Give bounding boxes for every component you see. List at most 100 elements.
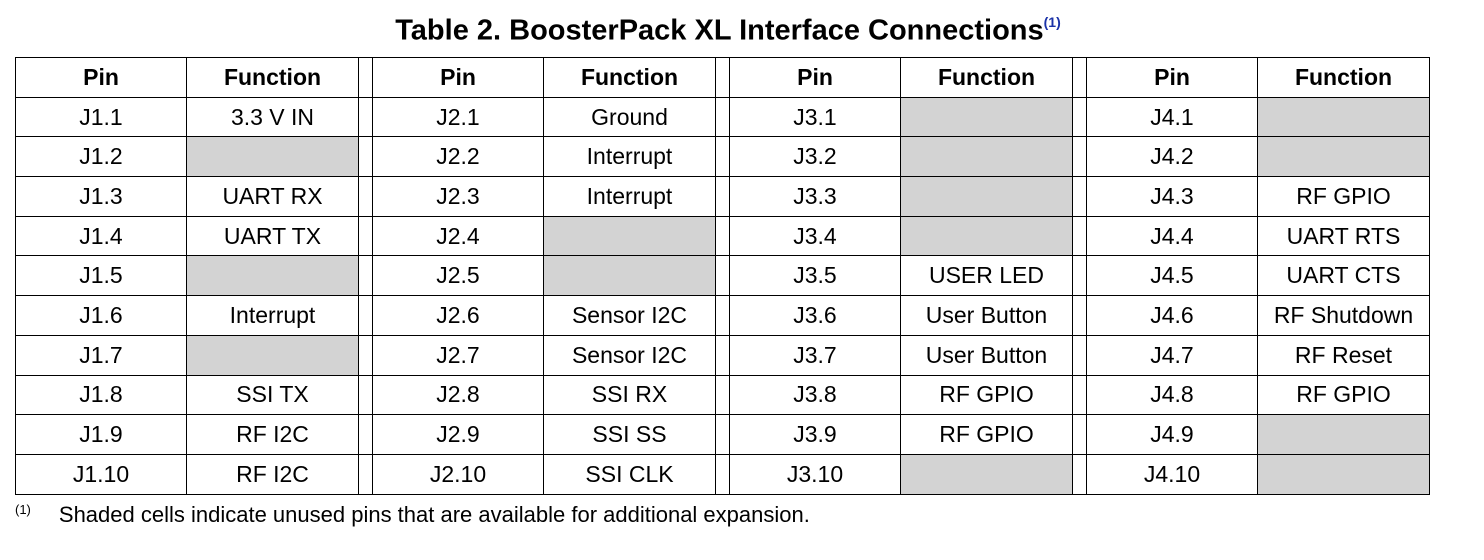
pin-cell: J1.7 xyxy=(15,334,187,376)
pin-header: Pin xyxy=(729,57,901,98)
unused-function-cell xyxy=(900,215,1073,257)
pin-header: Pin xyxy=(372,57,544,98)
unused-function-cell xyxy=(900,453,1073,495)
column-separator xyxy=(1072,96,1087,138)
unused-function-cell xyxy=(186,334,359,376)
column-separator xyxy=(358,414,373,455)
pin-cell: J4.8 xyxy=(1086,374,1258,416)
pin-cell: J1.4 xyxy=(15,215,187,257)
function-header: Function xyxy=(186,57,359,98)
column-separator xyxy=(358,295,373,336)
title-footnote-link[interactable]: (1) xyxy=(1043,14,1061,30)
function-cell: RF Reset xyxy=(1257,334,1430,376)
function-cell: SSI RX xyxy=(543,374,716,416)
pin-cell: J4.4 xyxy=(1086,215,1258,257)
footnote-text: Shaded cells indicate unused pins that a… xyxy=(58,502,810,527)
pin-cell: J2.5 xyxy=(372,255,544,297)
pin-cell: J4.6 xyxy=(1086,295,1258,336)
table-row: J1.8 SSI TX J2.8 SSI RX J3.8 RF GPIO J4.8 RF GP… xyxy=(15,374,1430,416)
column-separator xyxy=(1072,334,1087,376)
pin-cell: J3.9 xyxy=(729,414,901,455)
function-cell: RF GPIO xyxy=(1257,374,1430,416)
column-separator xyxy=(358,136,373,178)
unused-function-cell xyxy=(1257,136,1430,178)
pin-cell: J1.9 xyxy=(15,414,187,455)
column-separator xyxy=(358,96,373,138)
pin-cell: J3.10 xyxy=(729,453,901,495)
function-cell: RF Shutdown xyxy=(1257,295,1430,336)
pin-cell: J4.9 xyxy=(1086,414,1258,455)
pin-cell: J3.3 xyxy=(729,176,901,217)
unused-function-cell xyxy=(900,176,1073,217)
function-header: Function xyxy=(543,57,716,98)
column-separator xyxy=(358,57,373,98)
table-row: J1.1 3.3 V IN J2.1 Ground J3.1 J4.1 xyxy=(15,96,1430,138)
function-cell: Interrupt xyxy=(543,176,716,217)
function-cell: UART RTS xyxy=(1257,215,1430,257)
function-cell: USER LED xyxy=(900,255,1073,297)
column-separator xyxy=(358,215,373,257)
unused-function-cell xyxy=(543,255,716,297)
function-cell: Interrupt xyxy=(186,295,359,336)
table-row: J1.5 J2.5 J3.5 USER LED J4.5 UART CTS xyxy=(15,255,1430,297)
column-separator xyxy=(715,334,730,376)
table-row: J1.7 J2.7 Sensor I2C J3.7 User Button J4.7 RF … xyxy=(15,334,1430,376)
unused-function-cell xyxy=(186,136,359,178)
pin-cell: J2.4 xyxy=(372,215,544,257)
pin-cell: J1.8 xyxy=(15,374,187,416)
function-cell: 3.3 V IN xyxy=(186,96,359,138)
pin-cell: J2.8 xyxy=(372,374,544,416)
unused-function-cell xyxy=(543,215,716,257)
function-cell: Interrupt xyxy=(543,136,716,178)
function-cell: Sensor I2C xyxy=(543,334,716,376)
table-row: J1.10 RF I2C J2.10 SSI CLK J3.10 J4.10 xyxy=(15,453,1430,495)
column-separator xyxy=(715,255,730,297)
unused-function-cell xyxy=(900,136,1073,178)
function-cell: UART TX xyxy=(186,215,359,257)
interface-connections-table: Pin Function Pin Function Pin Function Pin Func… xyxy=(15,57,1430,495)
function-header: Function xyxy=(1257,57,1430,98)
function-cell: RF I2C xyxy=(186,453,359,495)
pin-cell: J1.6 xyxy=(15,295,187,336)
footnote-mark: (1) xyxy=(15,502,31,517)
pin-cell: J1.1 xyxy=(15,96,187,138)
column-separator xyxy=(715,96,730,138)
column-separator xyxy=(715,374,730,416)
function-cell: RF I2C xyxy=(186,414,359,455)
pin-cell: J2.3 xyxy=(372,176,544,217)
column-separator xyxy=(1072,295,1087,336)
column-separator xyxy=(715,295,730,336)
pin-cell: J2.2 xyxy=(372,136,544,178)
column-separator xyxy=(1072,453,1087,495)
pin-cell: J4.2 xyxy=(1086,136,1258,178)
table-row: J1.9 RF I2C J2.9 SSI SS J3.9 RF GPIO J4.9 xyxy=(15,414,1430,455)
column-separator xyxy=(715,57,730,98)
function-cell: RF GPIO xyxy=(900,414,1073,455)
function-cell: RF GPIO xyxy=(900,374,1073,416)
pin-cell: J1.3 xyxy=(15,176,187,217)
column-separator xyxy=(1072,57,1087,98)
function-cell: SSI CLK xyxy=(543,453,716,495)
column-separator xyxy=(1072,136,1087,178)
pin-cell: J4.10 xyxy=(1086,453,1258,495)
pin-cell: J3.1 xyxy=(729,96,901,138)
column-separator xyxy=(715,136,730,178)
pin-header: Pin xyxy=(15,57,187,98)
column-separator xyxy=(1072,374,1087,416)
column-separator xyxy=(1072,215,1087,257)
function-cell: SSI TX xyxy=(186,374,359,416)
pin-cell: J3.5 xyxy=(729,255,901,297)
pin-cell: J4.3 xyxy=(1086,176,1258,217)
function-header: Function xyxy=(900,57,1073,98)
header-row: Pin Function Pin Function Pin Function Pin Func… xyxy=(15,57,1430,98)
function-cell: UART CTS xyxy=(1257,255,1430,297)
table-row: J1.3 UART RX J2.3 Interrupt J3.3 J4.3 RF GPIO xyxy=(15,176,1430,217)
column-separator xyxy=(1072,255,1087,297)
pin-cell: J2.1 xyxy=(372,96,544,138)
pin-cell: J3.2 xyxy=(729,136,901,178)
pin-cell: J4.5 xyxy=(1086,255,1258,297)
function-cell: Sensor I2C xyxy=(543,295,716,336)
pin-cell: J1.5 xyxy=(15,255,187,297)
footnote: (1) Shaded cells indicate unused pins tha… xyxy=(15,500,810,533)
pin-header: Pin xyxy=(1086,57,1258,98)
